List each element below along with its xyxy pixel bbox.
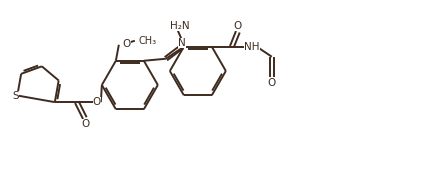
Text: O: O [93,97,101,107]
Text: O: O [82,119,90,129]
Text: H₂N: H₂N [170,21,190,31]
Text: N: N [178,38,186,48]
Text: CH₃: CH₃ [139,36,157,46]
Text: S: S [12,91,19,101]
Text: O: O [268,78,276,88]
Text: O: O [234,21,242,31]
Text: NH: NH [244,42,260,52]
Text: O: O [123,39,131,49]
